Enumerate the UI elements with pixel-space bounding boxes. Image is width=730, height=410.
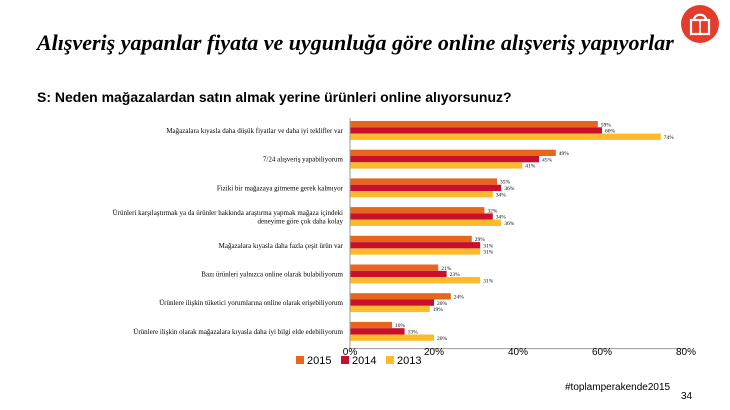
value-label-2014-3: 36% xyxy=(504,186,515,192)
bar-2015-7 xyxy=(350,293,451,300)
bar-2014-1 xyxy=(350,127,602,134)
value-label-2015-8: 10% xyxy=(395,323,406,329)
value-label-2013-7: 19% xyxy=(433,307,444,313)
category-label-1: Mağazalara kıyasla daha düşük fiyatlar v… xyxy=(166,127,343,135)
x-tick-label-60: 60% xyxy=(592,347,612,358)
value-label-2013-2: 41% xyxy=(525,164,536,170)
category-label-3: Fiziki bir mağazaya gitmeme gerek kalmıy… xyxy=(217,184,344,192)
bar-2015-3 xyxy=(350,178,497,185)
bar-2014-6 xyxy=(350,270,447,278)
value-label-2015-4: 32% xyxy=(487,208,498,214)
category-label-5: Mağazalara kıyasla daha fazla çeşit ürün… xyxy=(219,242,344,250)
value-label-2015-3: 35% xyxy=(500,180,511,186)
value-label-2015-5: 29% xyxy=(475,237,486,243)
bar-2015-1 xyxy=(350,121,598,128)
bar-2013-5 xyxy=(350,248,481,255)
value-label-2015-6: 21% xyxy=(441,266,452,272)
value-label-2013-3: 34% xyxy=(496,192,507,198)
x-tick-label-40: 40% xyxy=(508,347,528,358)
value-label-2013-1: 74% xyxy=(664,135,675,141)
legend-label-2015: 2015 xyxy=(307,355,331,367)
bar-2015-4 xyxy=(350,207,485,214)
category-label-2: 7/24 alışveriş yapabiliyorum xyxy=(263,156,344,164)
value-label-2014-7: 20% xyxy=(437,301,448,307)
page-number: 34 xyxy=(681,391,693,402)
bar-2014-5 xyxy=(350,242,481,249)
value-label-2013-8: 20% xyxy=(437,336,448,342)
value-label-2014-8: 13% xyxy=(408,330,419,336)
value-label-2015-2: 49% xyxy=(559,151,570,157)
category-label-8: Ürünlere ilişkin olarak mağazalara kıyas… xyxy=(133,328,343,336)
slide-subtitle: S: Neden mağazalardan satın almak yerine… xyxy=(37,89,512,105)
value-label-2013-6: 31% xyxy=(483,278,494,284)
value-label-2015-7: 24% xyxy=(454,295,465,301)
bar-2014-8 xyxy=(350,328,405,335)
shopping-bag-logo-icon xyxy=(681,5,719,43)
category-label-4-line-1: Ürünleri karşılaştırmak ya da ürünler ha… xyxy=(113,209,343,217)
bar-2015-6 xyxy=(350,264,439,271)
bar-2014-3 xyxy=(350,184,502,191)
value-label-2014-1: 60% xyxy=(605,129,616,135)
legend-swatch-2014 xyxy=(341,356,349,364)
x-tick-label-20: 20% xyxy=(424,347,444,358)
value-label-2014-5: 31% xyxy=(483,243,494,249)
bar-2013-7 xyxy=(350,305,430,313)
bar-2013-1 xyxy=(350,133,661,140)
bar-2013-3 xyxy=(350,191,493,198)
x-tick-label-80: 80% xyxy=(676,347,696,358)
value-label-2013-4: 36% xyxy=(504,221,515,227)
bar-2015-2 xyxy=(350,149,556,156)
category-label-4-line-2: deneyime göre çok daha kolay xyxy=(257,217,343,225)
value-label-2015-1: 59% xyxy=(601,122,612,128)
logo-bag-handle xyxy=(692,13,708,21)
bar-2013-6 xyxy=(350,277,481,284)
hashtag-label: #toplamperakende2015 xyxy=(565,382,671,393)
bar-2014-2 xyxy=(350,156,539,163)
slide-title: Alışveriş yapanlar fiyata ve uygunluğa g… xyxy=(37,30,674,55)
bar-2014-7 xyxy=(350,299,434,306)
bar-2015-8 xyxy=(350,321,392,329)
bar-2015-5 xyxy=(350,235,472,243)
category-label-7: Ürünlere ilişkin tüketici yorumlarına on… xyxy=(159,299,343,307)
value-label-2014-4: 34% xyxy=(496,215,507,221)
bar-2013-2 xyxy=(350,162,523,169)
bar-2014-4 xyxy=(350,213,493,220)
x-tick-label-0: 0% xyxy=(343,347,358,358)
legend-swatch-2013 xyxy=(386,356,394,364)
legend-label-2014: 2014 xyxy=(352,355,376,367)
legend-label-2013: 2013 xyxy=(397,355,421,367)
value-label-2013-5: 31% xyxy=(483,250,494,256)
legend-swatch-2015 xyxy=(296,356,304,364)
value-label-2014-2: 45% xyxy=(542,157,553,163)
value-label-2014-6: 23% xyxy=(450,272,461,278)
category-label-6: Bazı ürünleri yalnızca online olarak bul… xyxy=(201,270,343,278)
bar-2013-8 xyxy=(350,334,434,341)
bar-2013-4 xyxy=(350,219,502,226)
